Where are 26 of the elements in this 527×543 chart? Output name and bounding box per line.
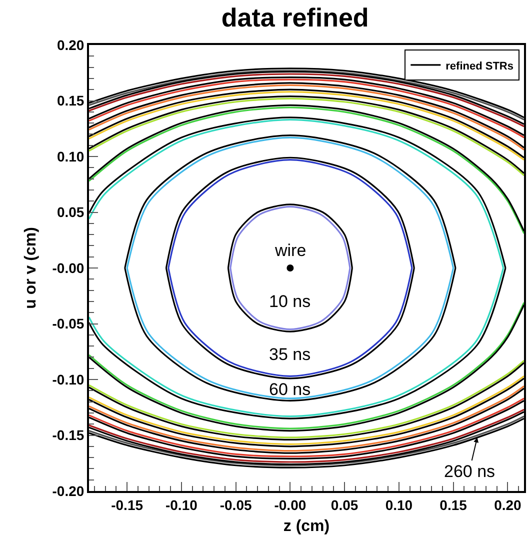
x-tick-label: 0.15 [440,496,468,513]
x-tick-label: -0.15 [111,496,144,513]
legend-label: refined STRs [446,60,514,72]
x-axis-title: z (cm) [283,518,330,535]
y-tick-label: -0.05 [52,316,84,332]
y-axis-title: u or v (cm) [22,227,40,309]
y-tick-label: -0.15 [52,427,84,444]
annotation: 35 ns [269,345,311,364]
y-tick-label: -0.00 [52,260,84,276]
y-tick-label: -0.20 [52,482,84,499]
annotation: wire [274,241,306,260]
y-tick-label: 0.05 [56,204,84,220]
y-tick-label: 0.20 [56,36,84,53]
annotation: 260 ns [444,462,496,481]
x-tick-label: -0.10 [165,496,198,513]
x-tick-label: 0.05 [330,496,358,513]
x-tick-label: 0.20 [494,496,522,513]
y-tick-label: 0.10 [56,148,84,164]
chart-title: data refined [221,2,369,32]
annotation: 10 ns [269,292,311,311]
annotation: 60 ns [269,380,311,399]
x-tick-label: 0.10 [385,496,413,513]
x-tick-label: -0.00 [274,496,306,513]
y-tick-label: -0.10 [52,371,84,388]
y-tick-label: 0.15 [56,92,84,109]
x-tick-label: -0.05 [220,496,252,513]
